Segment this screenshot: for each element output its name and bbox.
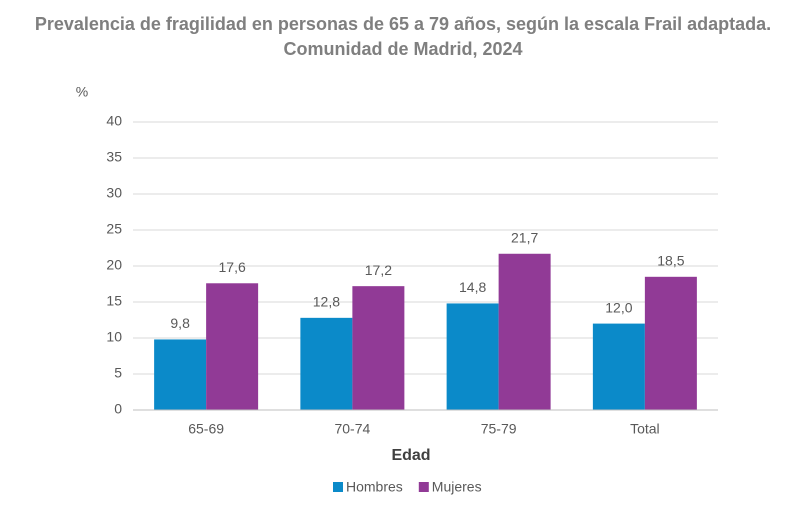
y-tick-label: 15 bbox=[106, 293, 122, 309]
value-label: 9,8 bbox=[170, 315, 190, 331]
chart-subtitle: Comunidad de Madrid, 2024 bbox=[283, 39, 522, 59]
legend-label: Hombres bbox=[346, 479, 403, 495]
y-tick-label: 25 bbox=[106, 221, 122, 237]
bar bbox=[206, 283, 259, 410]
y-tick-label: 10 bbox=[106, 329, 122, 345]
value-label: 21,7 bbox=[511, 229, 538, 245]
y-axis-label: % bbox=[76, 84, 88, 100]
value-label: 18,5 bbox=[657, 253, 684, 269]
bar bbox=[592, 323, 645, 410]
y-tick-label: 30 bbox=[106, 185, 122, 201]
legend-swatch bbox=[333, 482, 343, 492]
legend-swatch bbox=[418, 482, 429, 492]
x-tick-label: 70-74 bbox=[334, 421, 370, 437]
legend-label: Mujeres bbox=[432, 479, 482, 495]
x-axis-label: Edad bbox=[391, 447, 430, 464]
x-tick-label: 65-69 bbox=[188, 421, 224, 437]
bar bbox=[446, 303, 499, 410]
value-label: 12,8 bbox=[313, 294, 340, 310]
y-tick-label: 20 bbox=[106, 257, 122, 273]
bar bbox=[300, 317, 353, 410]
y-tick-label: 0 bbox=[114, 401, 122, 417]
y-tick-label: 5 bbox=[114, 365, 122, 381]
chart-title: Prevalencia de fragilidad en personas de… bbox=[35, 14, 771, 34]
value-label: 14,8 bbox=[459, 279, 486, 295]
bar bbox=[644, 276, 697, 410]
value-label: 17,6 bbox=[219, 259, 246, 275]
bar bbox=[352, 286, 405, 410]
bar bbox=[154, 339, 207, 410]
x-tick-label: 75-79 bbox=[481, 421, 517, 437]
x-tick-label: Total bbox=[630, 421, 660, 437]
value-label: 17,2 bbox=[365, 262, 392, 278]
y-tick-label: 40 bbox=[106, 113, 122, 129]
value-label: 12,0 bbox=[605, 299, 632, 315]
y-tick-label: 35 bbox=[106, 149, 122, 165]
bar bbox=[498, 253, 551, 410]
